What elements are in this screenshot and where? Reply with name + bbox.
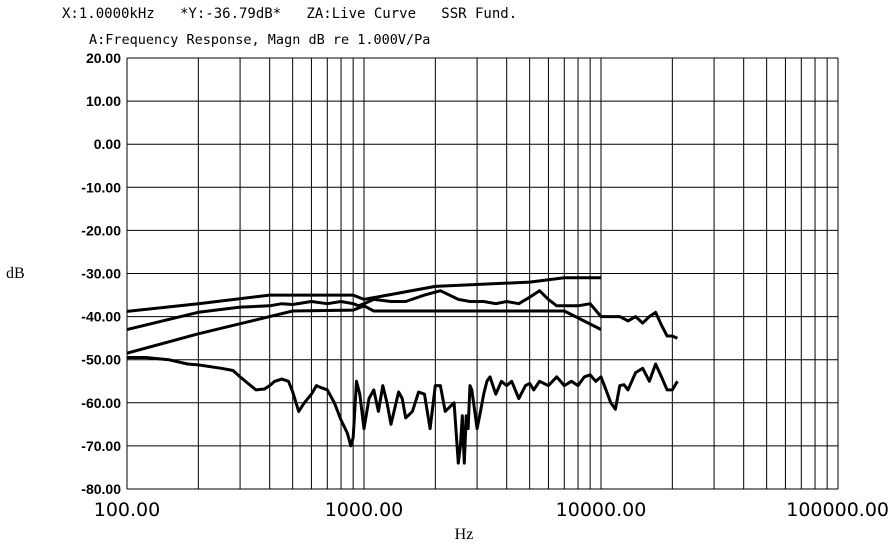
y-tick-label: -40.00: [81, 309, 121, 325]
x-axis-label: Hz: [455, 526, 474, 543]
y-tick-label: -80.00: [81, 481, 121, 497]
x-tick-label: 100.00: [94, 499, 160, 521]
chart-title: A:Frequency Response, Magn dB re 1.000V/…: [89, 32, 431, 48]
series-line-2: [126, 289, 678, 340]
y-tick-label: -50.00: [81, 352, 121, 368]
series-line-4: [127, 356, 679, 465]
x-tick-label: 1000.00: [325, 499, 404, 521]
y-tick-label: 10.00: [86, 93, 121, 109]
x-tick-label: 10000.00: [556, 499, 647, 521]
grid-lines: [126, 57, 839, 490]
x-tick-labels: 100.00 1000.00 10000.00 100000.00: [94, 499, 889, 521]
y-axis-label: dB: [6, 265, 25, 282]
y-tick-labels: 20.00 10.00 0.00 -10.00 -20.00 -30.00 -40.00 -5…: [81, 50, 121, 497]
series-line-3: [126, 304, 602, 355]
data-series-group: [126, 276, 679, 465]
y-tick-label: -70.00: [81, 438, 121, 454]
cursor-status-line: X:1.0000kHz *Y:-36.79dB* ZA:Live Curve S…: [62, 6, 518, 22]
y-tick-label: -10.00: [81, 179, 121, 195]
y-tick-label: 20.00: [86, 50, 121, 66]
x-tick-label: 100000.00: [786, 499, 889, 521]
y-tick-label: -20.00: [81, 222, 121, 238]
y-tick-label: 0.00: [94, 136, 121, 152]
series-line-1: [126, 276, 601, 313]
y-tick-label: -60.00: [81, 395, 121, 411]
y-tick-label: -30.00: [81, 266, 121, 282]
